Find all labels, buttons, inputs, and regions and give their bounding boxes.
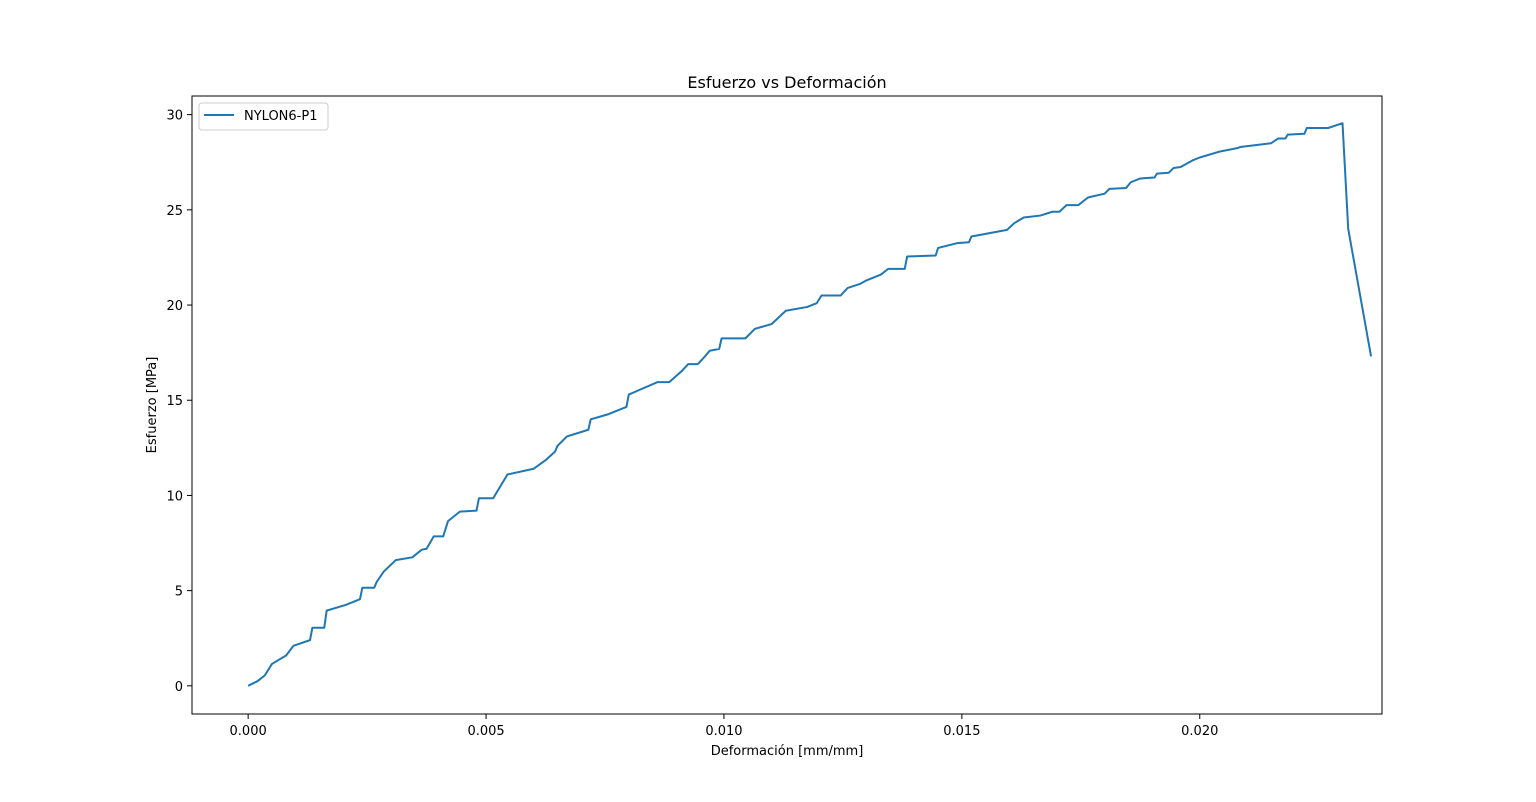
y-tick-label: 30 [166, 109, 183, 124]
y-tick-label: 15 [166, 394, 183, 409]
x-tick-label: 0.010 [705, 724, 742, 739]
plot-area-frame [191, 95, 1383, 715]
x-tick-label: 0.005 [467, 724, 504, 739]
legend: NYLON6-P1 [198, 102, 329, 131]
y-tick-label: 25 [166, 204, 183, 219]
x-tick-label: 0.000 [230, 724, 267, 739]
y-axis-ticks: 0 5 10 15 20 25 30 [166, 109, 192, 695]
chart-title: Esfuerzo vs Deformación [687, 73, 886, 92]
y-axis-label: Esfuerzo [MPa] [145, 357, 160, 454]
x-tick-label: 0.020 [1181, 724, 1218, 739]
legend-box [198, 102, 329, 131]
y-tick-label: 20 [166, 299, 183, 314]
x-axis-label: Deformación [mm/mm] [711, 744, 864, 759]
series-layer [247, 122, 1373, 687]
series-line-0 [247, 122, 1373, 687]
y-tick-label: 5 [175, 585, 183, 600]
y-tick-label: 10 [166, 489, 183, 504]
legend-label: NYLON6-P1 [244, 109, 317, 124]
x-axis-ticks: 0.000 0.005 0.010 0.015 0.020 [230, 714, 1218, 739]
y-tick-label: 0 [175, 680, 183, 695]
x-tick-label: 0.015 [943, 724, 980, 739]
